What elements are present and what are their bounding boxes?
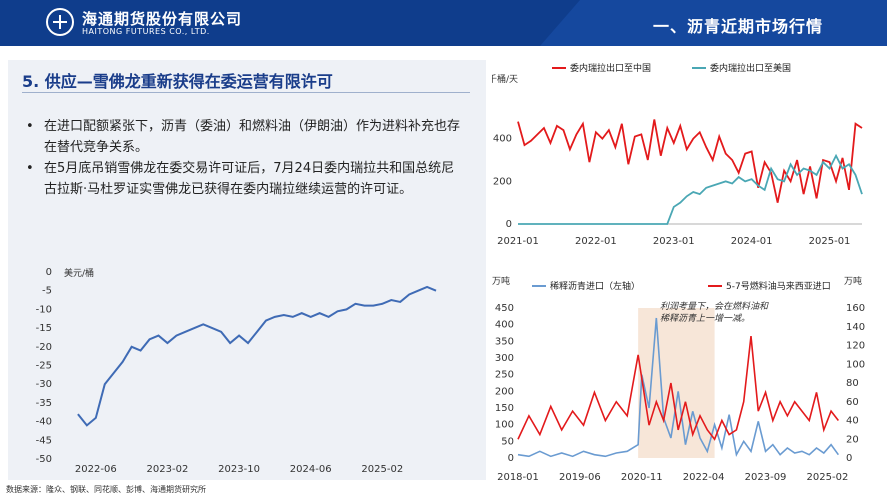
bullet-item-1: • 在进口配额紧张下，沥青（委油）和燃料油（伊朗油）作为进料补充也存在替代竞争关… [26,116,466,158]
y-axis-label: 万吨 [492,275,510,287]
y-tick-label: -5 [42,286,52,297]
company-name-en: HAITONG FUTURES CO., LTD. [82,27,210,36]
x-tick-label: 2024-01 [731,236,773,247]
x-tick-label: 2023-09 [745,472,787,483]
title-divider [22,92,470,93]
bullet-text: 在5月底吊销雪佛龙在委交易许可证后，7月24日委内瑞拉共和国总统尼古拉斯·马杜罗… [44,161,455,197]
y-tick-label: -40 [36,417,52,428]
y2-tick-label: 60 [846,397,859,408]
header-bar: 海通期货股份有限公司 HAITONG FUTURES CO., LTD. 一、沥… [0,0,887,46]
y2-tick-label: 20 [846,434,859,445]
y-tick-label: -10 [36,304,52,315]
y2-tick-label: 0 [846,453,852,464]
left-panel [8,60,486,480]
series-line [77,285,437,427]
y-tick-label: -30 [36,379,52,390]
x-tick-label: 2023-01 [653,236,695,247]
y-tick-label: 250 [495,370,514,381]
y-tick-label: -35 [36,398,52,409]
data-source-note: 数据来源：隆众、钢联、同花顺、彭博、海通期货研究所 [6,485,206,494]
y-tick-label: 50 [501,436,514,447]
x-tick-label: 2020-11 [621,472,663,483]
y2-axis-label: 万吨 [844,275,862,287]
y2-tick-label: 120 [846,341,865,352]
company-logo-icon [46,8,74,36]
legend-label: 稀释沥青进口（左轴） [550,280,640,292]
y-tick-label: -20 [36,342,52,353]
x-tick-label: 2018-01 [497,472,539,483]
x-tick-label: 2025-02 [361,464,403,475]
y-tick-label: 400 [495,320,514,331]
y-axis-label: 千桶/天 [492,73,518,85]
y-tick-label: 150 [495,403,514,414]
y-tick-label: -45 [36,435,52,446]
x-tick-label: 2025-02 [807,472,849,483]
bullet-icon: • [26,161,34,176]
y-tick-label: -50 [36,454,52,465]
y2-tick-label: 40 [846,416,859,427]
imports-dual-axis-chart: 万吨 万吨 0 50 100 150 200 250 300 350 400 450 0 20 40 60 80… [492,275,865,483]
y2-tick-label: 80 [846,378,859,389]
bullet-icon: • [26,119,34,134]
legend-label: 5-7号燃料油马来西亚进口 [726,280,831,292]
y2-tick-label: 140 [846,322,865,333]
y-tick-label: 200 [495,386,514,397]
series-line [517,336,839,441]
header-accent [540,0,887,46]
y-tick-label: 0 [46,267,52,278]
y-tick-label: 0 [508,453,514,464]
highlight-band [638,308,715,458]
x-tick-label: 2023-10 [218,464,260,475]
y2-tick-label: 160 [846,303,865,314]
y-tick-label: 100 [495,420,514,431]
x-tick-label: 2025-01 [809,236,851,247]
legend-label: 委内瑞拉出口至美国 [710,62,791,74]
x-tick-label: 2023-02 [147,464,189,475]
y-axis-label: 美元/桶 [64,267,94,279]
series-line [518,153,863,225]
discount-line-chart: 美元/桶 0 -5 -10 -15 -20 -25 -30 -35 -40 -45 -50 2022-0… [36,267,437,475]
x-tick-label: 2022-01 [575,236,617,247]
x-tick-label: 2022-04 [683,472,725,483]
chart-annotation: 利润考量下，会在燃料油和稀释沥青上一增一减。 [660,302,769,324]
y-tick-label: 350 [495,336,514,347]
x-tick-label: 2024-06 [290,464,332,475]
x-tick-label: 2021-01 [497,236,539,247]
slide-title: 5. 供应—雪佛龙重新获得在委运营有限许可 [22,72,333,91]
y-tick-label: -25 [36,361,52,372]
section-heading: 一、沥青近期市场行情 [652,17,823,36]
bullet-item-2: • 在5月底吊销雪佛龙在委交易许可证后，7月24日委内瑞拉共和国总统尼古拉斯·马… [26,158,466,200]
x-tick-label: 2019-06 [559,472,601,483]
venezuela-exports-chart: 千桶/天 0 200 400 2021-01 2022-01 2023-01 2024-01 2… [492,62,863,247]
y-tick-label: 450 [495,303,514,314]
y-tick-label: -15 [36,323,52,334]
y-tick-label: 400 [493,134,512,145]
series-line [517,119,863,203]
company-name-cn: 海通期货股份有限公司 [82,10,243,28]
y2-tick-label: 100 [846,359,865,370]
y-tick-label: 300 [495,353,514,364]
y-tick-label: 0 [506,219,512,230]
x-tick-label: 2022-06 [75,464,117,475]
bullet-text: 在进口配额紧张下，沥青（委油）和燃料油（伊朗油）作为进料补充也存在替代竞争关系。 [44,119,461,155]
y-tick-label: 200 [493,176,512,187]
legend-label: 委内瑞拉出口至中国 [570,62,651,74]
